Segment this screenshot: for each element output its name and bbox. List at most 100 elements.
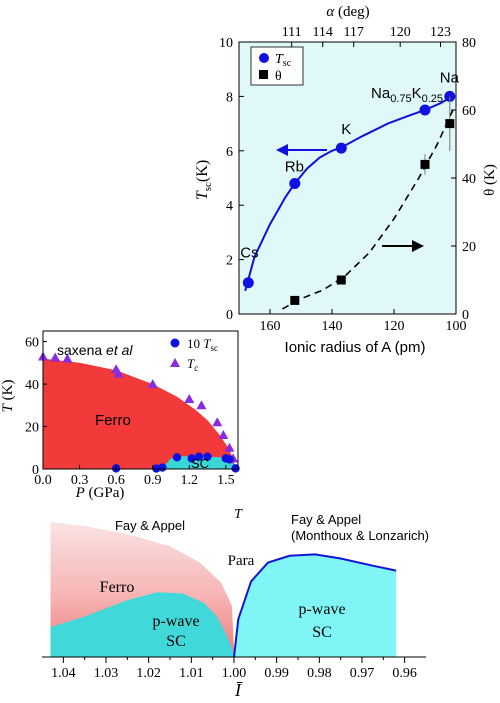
top-left-y-axis-ticks: 0 2 4 6 8 10: [219, 36, 244, 323]
top-ylabel-unit: (K): [194, 160, 211, 182]
top-left-y-tick-label: 6: [226, 145, 233, 160]
top-left-y-axis-label: Tsc(K): [194, 160, 214, 200]
top-x2-tick-label: 120: [390, 25, 411, 40]
tsc10-point: [187, 454, 196, 463]
middle-data-points: [38, 351, 240, 473]
bottom-x-tick-label: 0.99: [264, 666, 289, 681]
top-x2-label-symbol: α: [326, 4, 335, 20]
theta-fit-curve: [282, 109, 454, 310]
tc-point: [50, 352, 61, 362]
top-x-axis-label: Ionic radius of A (pm): [285, 339, 426, 356]
top-x-tick-label: 140: [322, 319, 343, 334]
middle-x-axis-ticks: 0.0 0.3 0.6 0.9 1.2 1.5: [34, 465, 235, 488]
middle-x-tick-label: 1.5: [217, 473, 235, 488]
top-panel: 160 140 120 100 111 114 117 120 123 0 2 4 6 8 10 0 20…: [194, 4, 498, 356]
theta-axis-arrow: [382, 240, 424, 252]
middle-y-axis-label: T (K): [0, 380, 16, 413]
top-data-points: [242, 90, 456, 305]
middle-ylabel-main: T: [0, 402, 16, 412]
top-point-label: Cs: [240, 245, 258, 262]
monthoux-lonzarich-label: (Monthoux & Lonzarich): [291, 528, 429, 543]
top-plot-background: [239, 42, 456, 314]
tsc10-point: [231, 464, 240, 473]
tc-point: [196, 400, 207, 410]
saxena-annotation-italic: et al: [106, 342, 133, 358]
fay-appel-right-label: Fay & Appel: [291, 512, 361, 527]
tsc10-point: [194, 452, 204, 461]
top-secondary-x-axis-ticks: 111 114 117 120 123: [282, 25, 451, 47]
tc-point: [218, 430, 229, 440]
top-left-y-tick-label: 4: [226, 199, 233, 214]
middle-plot-frame: [42, 330, 239, 470]
legend-tc-sub: c: [194, 363, 198, 373]
middle-y-tick-label: 0: [32, 463, 39, 478]
saxena-annotation: saxena et al: [57, 342, 133, 358]
bottom-right-sc-line1: p-wave: [298, 601, 345, 618]
middle-x-tick-label: 1.2: [181, 473, 199, 488]
theta-point: [290, 295, 300, 305]
middle-y-tick-label: 40: [25, 378, 39, 393]
bottom-panel: 1.04 1.03 1.02 1.01 1.00 0.99 0.98 0.97 0.96 Fay…: [42, 507, 429, 700]
theta-point: [420, 159, 430, 169]
ferro-region: [43, 358, 236, 469]
bottom-left-sc-label: p-wave SC: [152, 613, 199, 650]
top-right-y-tick-label: 20: [462, 240, 476, 255]
top-x2-tick-label: 114: [312, 25, 332, 40]
top-legend: Tsc θ: [250, 46, 304, 86]
ferro-region-label: Ferro: [95, 412, 131, 429]
middle-xlabel-unit: (GPa): [85, 485, 125, 501]
para-region-label: Para: [228, 553, 255, 569]
bottom-x-tick-label: 1.04: [51, 666, 76, 681]
tc-point: [184, 393, 195, 403]
middle-x-tick-label: 0.6: [107, 473, 125, 488]
bottom-x-tick-label: 1.03: [94, 666, 119, 681]
bottom-x-tick-label: 0.96: [392, 666, 417, 681]
bottom-x-tick-label: 1.02: [136, 666, 161, 681]
theta-point: [445, 119, 455, 129]
legend-10tsc-label: 10 Tsc: [187, 336, 218, 353]
legend-theta-label: θ: [275, 69, 282, 84]
middle-x-tick-label: 0.3: [71, 473, 89, 488]
middle-x-tick-label: 0.0: [34, 473, 52, 488]
bottom-left-sc-line2: SC: [166, 633, 186, 650]
bottom-x-tick-label: 1.01: [179, 666, 204, 681]
bottom-ferro-label: Ferro: [100, 579, 135, 596]
tc-point: [224, 442, 235, 452]
top-right-y-tick-label: 80: [462, 36, 476, 51]
middle-y-tick-label: 60: [25, 336, 39, 351]
top-point-label: Rb: [285, 158, 304, 175]
legend-10tsc-main: T: [203, 336, 211, 351]
tsc-point: [335, 142, 347, 154]
top-x2-label-unit: (deg): [338, 4, 370, 20]
legend-tc-marker: [170, 358, 180, 367]
middle-x-tick-label: 0.9: [144, 473, 162, 488]
tc-point: [147, 379, 158, 389]
top-point-label: Na0.75K0.25: [371, 85, 443, 105]
bottom-x-tick-label: 0.97: [350, 666, 375, 681]
legend-10tsc-marker: [170, 338, 180, 348]
tsc-point: [242, 277, 254, 289]
top-secondary-x-axis-label: α (deg): [326, 4, 369, 20]
fay-appel-left-label: Fay & Appel: [115, 518, 185, 533]
top-x2-tick-label: 123: [430, 25, 451, 40]
legend-tsc-sub: sc: [283, 58, 292, 69]
top-point-label: K: [341, 121, 351, 138]
top-x-axis-ticks: 160 140 120 100: [260, 309, 467, 334]
top-left-y-tick-label: 10: [219, 36, 233, 51]
top-point-label: Na: [440, 69, 460, 86]
tsc-point: [419, 104, 431, 116]
legend-10tsc-prefix: 10: [187, 336, 203, 351]
bottom-right-sc-region: [234, 554, 397, 657]
saxena-annotation-main: saxena: [57, 342, 106, 358]
top-right-y-tick-label: 60: [462, 104, 476, 119]
legend-tc-label: Tc: [187, 356, 198, 373]
bottom-right-sc-boundary: [233, 553, 397, 658]
top-ylabel-main: T: [194, 190, 211, 200]
top-ylabel-sub: sc: [202, 182, 214, 191]
top-x-tick-label: 100: [446, 319, 467, 334]
top-x-tick-label: 120: [384, 319, 405, 334]
tsc10-point: [172, 453, 182, 462]
top-left-y-tick-label: 2: [226, 254, 233, 269]
